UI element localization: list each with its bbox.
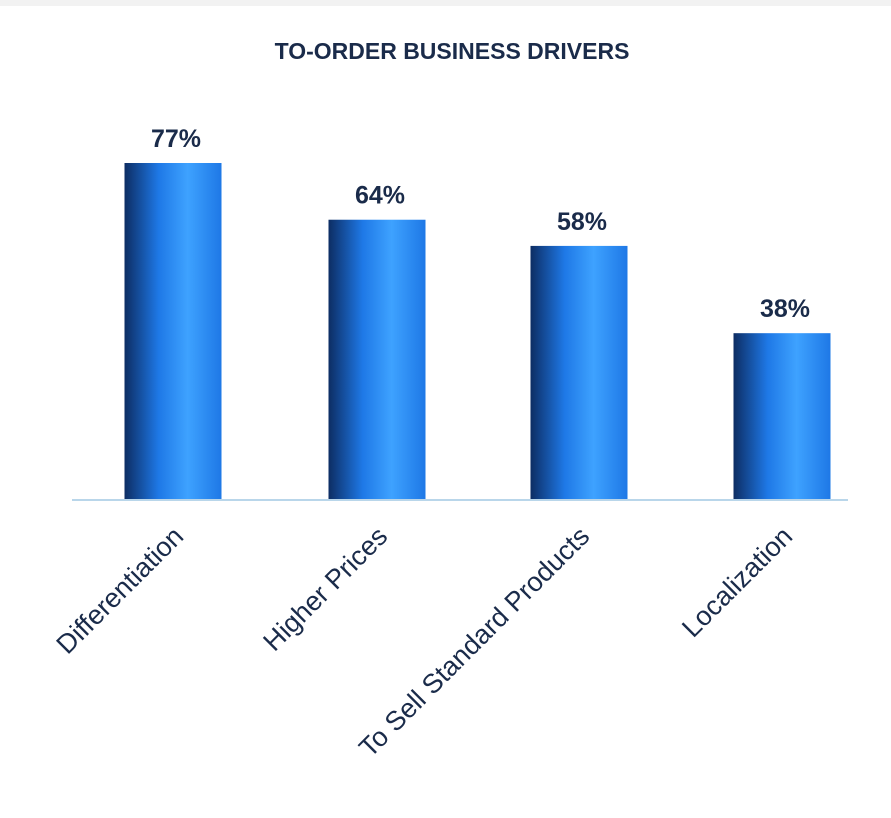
top-strip — [0, 0, 891, 6]
category-label-3: To Sell Standard Products — [353, 521, 595, 763]
value-label-4: 38% — [760, 295, 810, 323]
value-label-1: 77% — [151, 125, 201, 153]
bar-2 — [328, 219, 426, 499]
value-label-2: 64% — [355, 182, 405, 210]
bar-3 — [530, 245, 628, 499]
bars-group — [124, 163, 831, 499]
category-label-2: Higher Prices — [257, 521, 393, 657]
category-label-4: Localization — [676, 521, 798, 643]
bar-1 — [124, 163, 222, 499]
category-label-1: Differentiation — [51, 521, 190, 660]
chart-title: TO-ORDER BUSINESS DRIVERS — [275, 38, 630, 64]
value-label-3: 58% — [557, 208, 607, 236]
bar-4 — [733, 333, 831, 499]
value-labels-group: 77% 64% 58% 38% — [151, 125, 810, 323]
